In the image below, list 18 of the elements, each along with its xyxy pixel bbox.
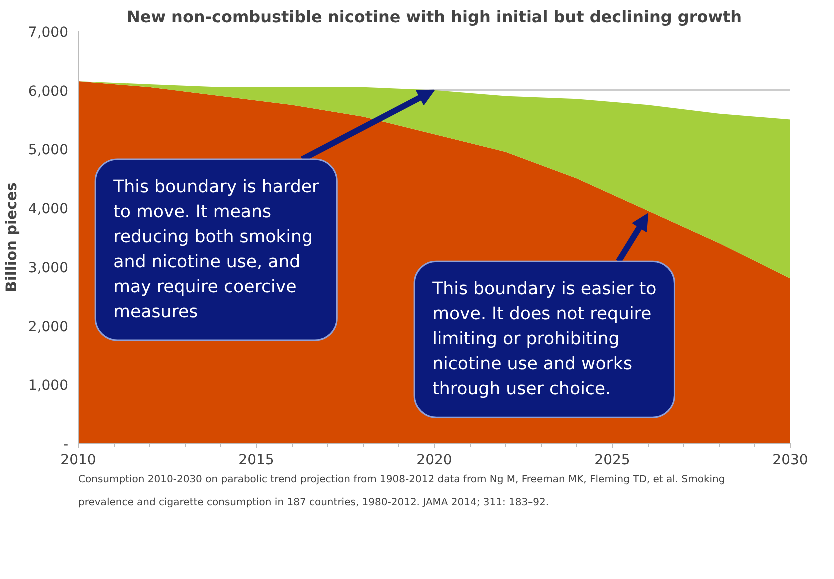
y-tick-label: 5,000 (28, 142, 69, 159)
y-tick-label: 6,000 (28, 84, 69, 100)
x-tick-label: 2025 (594, 452, 630, 468)
annotation: This boundary is harder to move. It means reducing both smoking and nicotine use, and may require coercive measures (112, 178, 320, 323)
x-tick-label: 2010 (60, 452, 96, 468)
y-tick-label: 7,000 (28, 25, 69, 41)
x-tick-label: 2020 (416, 452, 452, 468)
y-tick-label: 1,000 (28, 378, 69, 394)
text: Consumption 2010-2030 on parabolic trend projection from 1908-2012 data from Ng M, Freeman MK, Fleming TD, et al. Smoking prevalence and cigarette consumption in 187 countries, 1980-2012. JAMA 2014; 311: 183–92. (78, 474, 726, 508)
y-tick-label: - (63, 437, 69, 453)
y-axis-title: Billion pieces (3, 182, 20, 292)
annotation: This boundary is easier to move. It does not require limiting or prohibiting nicotine use and works through user choice. (432, 280, 657, 400)
x-tick-label: 2030 (772, 452, 808, 468)
x-tick-label: 2015 (238, 452, 274, 468)
y-tick-label: 4,000 (28, 202, 69, 218)
chart-title: New non-combustible nicotine with high initial but declining growth (126, 8, 742, 26)
y-tick-label: 3,000 (28, 260, 69, 276)
y-tick-label: 2,000 (28, 319, 69, 336)
